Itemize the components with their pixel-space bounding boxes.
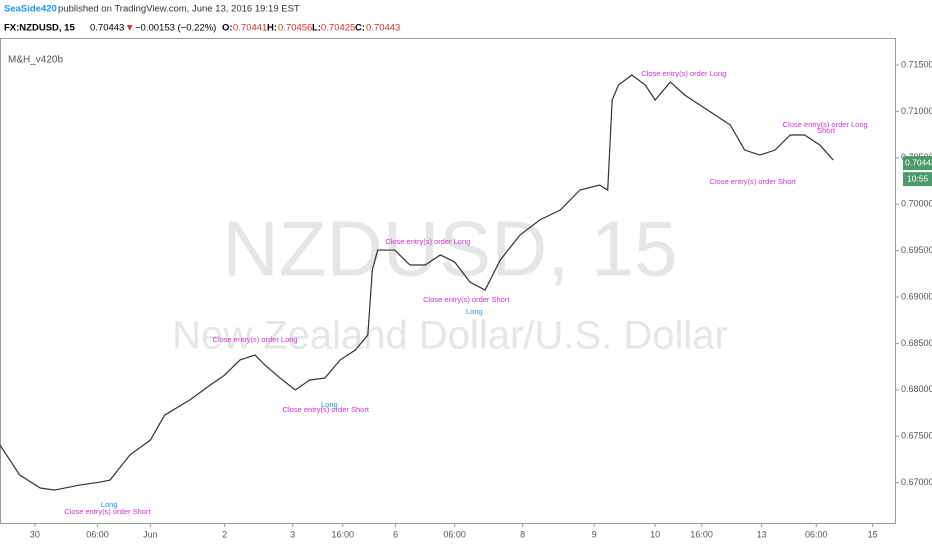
annotation: Close entry(s) order Long: [641, 69, 726, 78]
annotation: Close entry(s) order Long: [213, 335, 298, 344]
h: 0.70456: [278, 23, 312, 34]
y-tick-label: 0.68500: [901, 338, 932, 348]
annotation: Long: [321, 400, 338, 409]
x-tick-label: 06:00: [805, 529, 828, 539]
x-tick-label: 2: [222, 529, 227, 539]
y-tick-label: 0.71500: [901, 59, 932, 69]
annotation: Short: [817, 126, 836, 135]
y-tick-label: 0.67000: [901, 477, 932, 487]
price-line: [0, 74, 834, 491]
x-tick-label: 06:00: [86, 529, 109, 539]
y-tick-label: 0.71000: [901, 106, 932, 116]
last-price-box: [903, 156, 932, 171]
annotation: Close entry(s) order Short: [283, 405, 370, 414]
c: 0.70443: [366, 23, 400, 34]
author: SeaSide420: [4, 4, 57, 15]
l-label: L:: [312, 23, 321, 34]
x-tick-label: 15: [868, 529, 878, 539]
countdown: 10:55: [907, 173, 929, 183]
x-tick-label: 9: [592, 529, 597, 539]
x-tick-label: 3: [290, 529, 295, 539]
x-tick-label: 10: [650, 529, 660, 539]
annotation: Long: [101, 500, 118, 509]
annotation: Close entry(s) order Long: [783, 120, 868, 129]
x-tick-label: 8: [520, 529, 525, 539]
last-price-label: 0.70443: [905, 157, 932, 167]
annotation: Long: [466, 307, 483, 316]
x-tick-label: 13: [757, 529, 767, 539]
plot-frame: [0, 38, 896, 524]
l: 0.70425: [321, 23, 355, 34]
last: 0.70443: [90, 23, 124, 34]
o-label: O:: [222, 23, 233, 34]
indicator: M&H_v420b: [8, 55, 63, 66]
change: −0.00153 (−0.22%): [135, 23, 216, 34]
annotation: Close entry(s) order Short: [64, 507, 151, 516]
y-tick-label: 0.70000: [901, 199, 932, 209]
x-tick-label: 16:00: [332, 529, 355, 539]
annotation: Close entry(s) order Long: [385, 237, 470, 246]
x-tick-label: 6: [393, 529, 398, 539]
h-label: H:: [267, 23, 277, 34]
y-tick-label: 0.68000: [901, 384, 932, 394]
y-tick-label: 0.69000: [901, 291, 932, 301]
arrow: ▼: [125, 23, 134, 34]
annotation: Close entry(s) order Short: [423, 295, 510, 304]
x-tick-label: Jun: [143, 529, 158, 539]
o: 0.70441: [233, 23, 267, 34]
watermark: NZDUSD, 15: [222, 205, 677, 293]
symbol: FX:NZDUSD, 15: [4, 23, 75, 34]
x-tick-label: 30: [30, 529, 40, 539]
countdown-box: [903, 172, 932, 187]
c-label: C:: [355, 23, 365, 34]
x-tick-label: 06:00: [443, 529, 466, 539]
header-bg: [0, 0, 932, 38]
y-tick-label: 0.67500: [901, 431, 932, 441]
watermark-sub: New Zealand Dollar/U.S. Dollar: [172, 314, 728, 358]
published: published on TradingView.com, June 13, 2…: [58, 4, 300, 15]
y-tick-label: 0.69500: [901, 245, 932, 255]
x-tick-label: 16:00: [690, 529, 713, 539]
annotation: Close entry(s) order Short: [710, 177, 797, 186]
